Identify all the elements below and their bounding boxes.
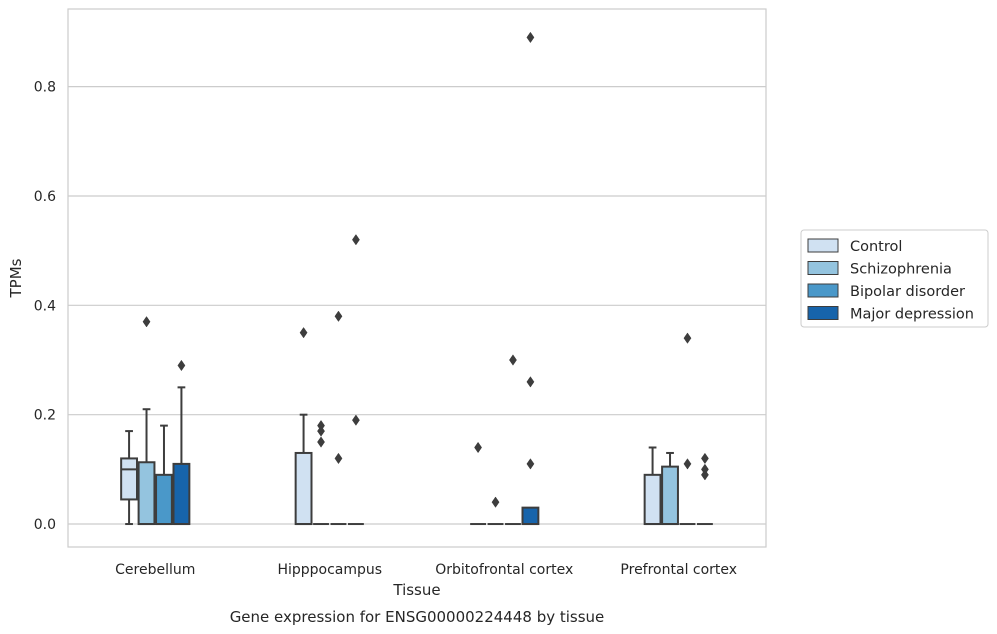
outlier-point: [683, 458, 692, 470]
y-tick-labels: 0.0 0.2 0.4 0.6 0.8: [34, 80, 56, 533]
outlier-point: [474, 441, 482, 454]
x-tick-label: Orbitofrontal cortex: [435, 562, 573, 578]
x-tick-label: Hipppocampus: [277, 562, 382, 578]
y-tick-label: 0.0: [34, 517, 56, 533]
box-bipolar-disorder: [155, 424, 173, 526]
box-schizophrenia: [661, 451, 679, 526]
outlier-point: [299, 327, 308, 339]
box-bipolar-disorder: [330, 310, 347, 526]
box-body: [661, 465, 679, 526]
box-schizophrenia: [137, 316, 156, 526]
outlier-point: [701, 463, 709, 476]
legend: Control Schizophrenia Bipolar disorder Majo…: [800, 229, 989, 328]
box-schizophrenia: [487, 496, 504, 526]
box-body: [294, 451, 313, 526]
box-body: [137, 461, 156, 526]
legend-label: Bipolar disorder: [850, 284, 965, 300]
legend-swatch: [807, 261, 839, 275]
x-tick-label: Cerebellum: [115, 562, 195, 578]
box-body: [643, 473, 662, 526]
outlier-point: [334, 452, 343, 465]
outlier-point: [683, 332, 692, 344]
chart-caption: Gene expression for ENSG00000224448 by t…: [230, 608, 605, 626]
outlier-point: [491, 496, 500, 508]
outlier-point: [142, 316, 151, 328]
x-tick-label: Prefrontal cortex: [620, 562, 737, 578]
outlier-point: [352, 414, 360, 426]
box-control: [120, 430, 139, 526]
y-tick-label: 0.6: [34, 189, 56, 205]
box-bipolar-disorder: [679, 332, 696, 526]
legend-label: Major depression: [850, 307, 974, 323]
outlier-point: [526, 376, 535, 388]
outlier-point: [334, 310, 343, 322]
outlier-point: [526, 31, 535, 44]
outlier-point: [701, 452, 709, 465]
x-axis-label: Tissue: [392, 581, 440, 599]
outlier-point: [352, 234, 360, 246]
y-axis-label: TPMs: [7, 258, 25, 298]
legend-swatch: [807, 283, 839, 298]
box-layer: [120, 31, 713, 526]
legend-label: Schizophrenia: [850, 262, 952, 278]
box-major-depression: [521, 31, 540, 526]
y-tick-label: 0.2: [34, 408, 56, 424]
outlier-point: [317, 419, 325, 432]
box-major-depression: [348, 234, 364, 526]
box-control: [294, 327, 313, 526]
box-bipolar-disorder: [505, 354, 521, 526]
outlier-point: [177, 359, 186, 372]
legend-frame: [800, 229, 989, 328]
y-tick-label: 0.8: [34, 80, 56, 96]
box-major-depression: [172, 359, 191, 526]
grid-layer: [68, 86, 766, 525]
box-major-depression: [697, 452, 713, 526]
y-tick-label: 0.4: [34, 298, 56, 314]
box-control: [643, 446, 662, 526]
legend-swatch: [807, 306, 839, 320]
box-control: [470, 441, 486, 526]
x-tick-labels: Cerebellum Hipppocampus Orbitofrontal cort…: [115, 562, 737, 578]
legend-swatch: [807, 238, 839, 253]
box-schizophrenia: [313, 419, 329, 526]
box-body: [120, 457, 139, 501]
box-body: [155, 473, 173, 526]
box-body: [172, 462, 191, 526]
outlier-point: [526, 458, 535, 470]
outlier-point: [317, 436, 325, 448]
outlier-point: [509, 354, 517, 366]
plot-frame: [67, 8, 767, 548]
legend-label: Control: [850, 239, 902, 255]
box-body: [521, 506, 540, 526]
